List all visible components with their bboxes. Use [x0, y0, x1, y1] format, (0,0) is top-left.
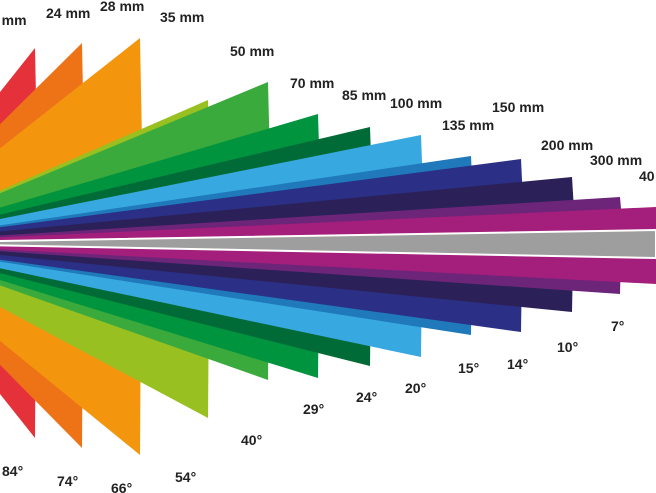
focal-length-label: 300 mm [590, 152, 642, 168]
view-angle-label: 66° [111, 480, 132, 493]
fov-bands [0, 38, 656, 455]
center-axis-bar [0, 228, 656, 260]
focal-length-label: 200 mm [541, 137, 593, 153]
focal-length-label: 0 mm [0, 12, 27, 28]
focal-length-label: 85 mm [342, 87, 386, 103]
view-angle-label: 29° [303, 401, 324, 417]
focal-length-label: 28 mm [100, 0, 144, 14]
view-angle-label: 20° [405, 380, 426, 396]
view-angle-label: 40° [241, 432, 262, 448]
view-angle-label: 7° [611, 318, 624, 334]
focal-length-label: 150 mm [492, 99, 544, 115]
focal-length-label: 50 mm [230, 43, 274, 59]
view-angle-label: 24° [356, 389, 377, 405]
focal-length-label: 35 mm [160, 9, 204, 25]
view-angle-label: 15° [458, 360, 479, 376]
view-angle-label: 84° [2, 463, 23, 479]
focal-length-label: 24 mm [46, 5, 90, 21]
view-angle-label: 10° [557, 339, 578, 355]
focal-length-label: 135 mm [442, 117, 494, 133]
focal-length-label: 40 [639, 168, 655, 184]
focal-length-label: 100 mm [390, 95, 442, 111]
focal-length-label: 70 mm [290, 75, 334, 91]
view-angle-label: 54° [175, 469, 196, 485]
view-angle-label: 74° [57, 473, 78, 489]
view-angle-label: 14° [507, 356, 528, 372]
